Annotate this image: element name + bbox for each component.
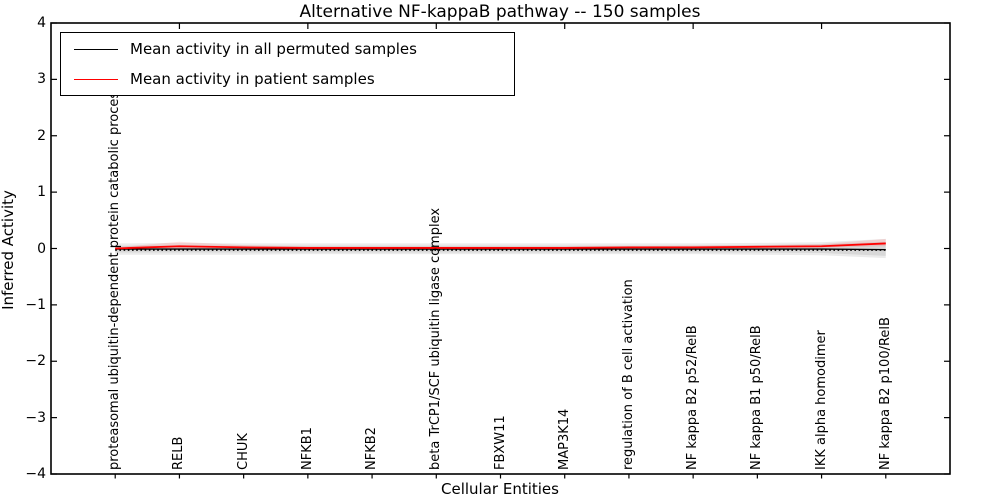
legend-entry: Mean activity in all permuted samples [61,34,514,64]
legend-entry: Mean activity in patient samples [61,64,514,94]
x-category-label: FBXW11 [492,415,508,470]
legend-entry-label: Mean activity in patient samples [130,70,375,88]
x-category-label: beta TrCP1/SCF ubiquitin ligase complex [428,207,444,470]
x-category-label: NFKB2 [364,427,380,470]
legend-line-permuted [74,48,118,50]
legend-line-patient [74,78,118,80]
y-tick-label: −1 [25,296,46,313]
permuted-mean-line [115,248,886,251]
y-tick-label: 4 [37,15,46,31]
x-category-label: NF kappa B1 p50/RelB [749,325,765,470]
chart-title: Alternative NF-kappaB pathway -- 150 sam… [299,2,701,22]
x-category-label: NFKB1 [299,427,315,470]
y-tick-label: 3 [37,71,46,88]
y-tick-label: 2 [37,127,46,144]
legend: Mean activity in all permuted samples Mea… [60,32,515,96]
x-category-label: NF kappa B2 p100/RelB [877,317,893,470]
x-category-label: RELB [171,436,187,470]
x-category-label: regulation of B cell activation [620,279,636,470]
x-category-label: NF kappa B2 p52/RelB [685,325,701,470]
y-tick-label: −4 [25,466,46,482]
y-tick-label: 1 [37,184,46,201]
y-tick-label: 0 [37,240,46,257]
x-category-label: MAP3K14 [556,408,572,470]
patient-mean-line [115,242,886,250]
y-tick-label: −3 [25,409,46,426]
legend-entry-label: Mean activity in all permuted samples [130,40,417,58]
x-axis-label: Cellular Entities [441,480,559,498]
y-tick-label: −2 [25,353,46,370]
x-category-label: IKK alpha homodimer [813,330,829,470]
x-category-label: proteasomal ubiquitin-dependent protein … [107,85,123,470]
x-category-label: CHUK [235,433,251,470]
